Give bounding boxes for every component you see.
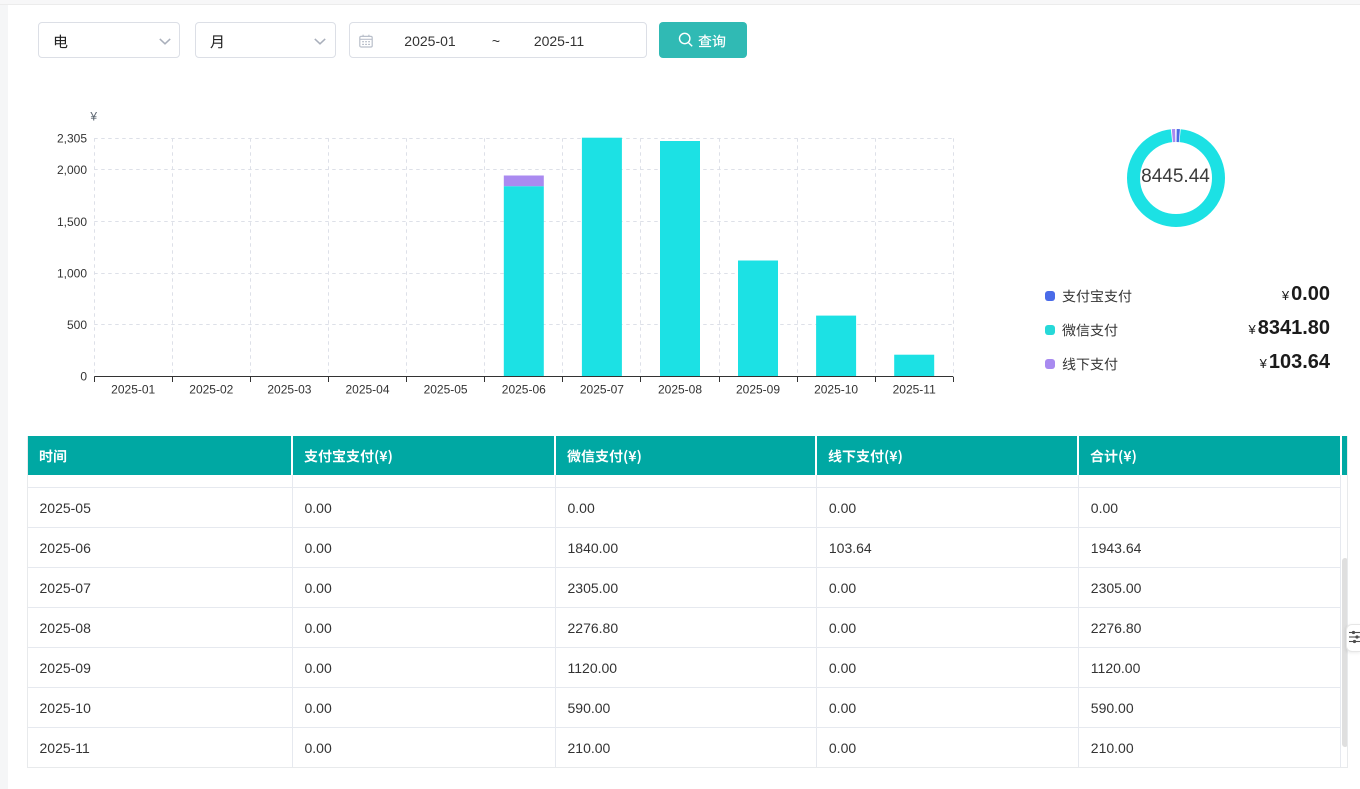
svg-text:2025-05: 2025-05 (424, 383, 468, 397)
svg-text:2025-09: 2025-09 (736, 383, 780, 397)
svg-text:500: 500 (67, 318, 87, 332)
svg-text:2,000: 2,000 (57, 163, 87, 177)
svg-text:2025-07: 2025-07 (580, 383, 624, 397)
svg-text:2025-11: 2025-11 (893, 383, 936, 397)
svg-text:0: 0 (80, 370, 87, 384)
svg-text:2025-04: 2025-04 (345, 383, 389, 397)
svg-text:2025-03: 2025-03 (267, 383, 311, 397)
svg-text:2025-06: 2025-06 (502, 383, 546, 397)
svg-text:¥: ¥ (89, 110, 97, 124)
svg-text:2025-10: 2025-10 (814, 383, 858, 397)
svg-text:1,000: 1,000 (57, 266, 87, 280)
svg-text:2025-08: 2025-08 (658, 383, 702, 397)
svg-text:2,305: 2,305 (57, 131, 87, 145)
svg-text:1,500: 1,500 (57, 215, 87, 229)
svg-text:2025-02: 2025-02 (189, 383, 233, 397)
svg-text:2025-01: 2025-01 (111, 383, 155, 397)
